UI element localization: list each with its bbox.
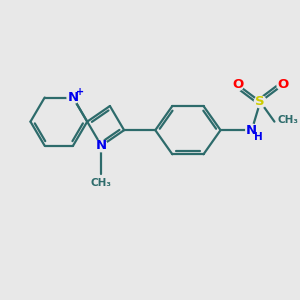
Text: +: +: [76, 87, 84, 97]
Text: H: H: [254, 132, 262, 142]
Text: N: N: [96, 139, 107, 152]
Circle shape: [95, 140, 107, 152]
Text: O: O: [277, 78, 289, 91]
Circle shape: [254, 96, 266, 108]
Text: CH₃: CH₃: [91, 178, 112, 188]
Circle shape: [232, 79, 244, 91]
Circle shape: [277, 79, 289, 91]
Circle shape: [67, 92, 79, 104]
Text: S: S: [255, 95, 265, 108]
Text: N: N: [246, 124, 257, 136]
Text: CH₃: CH₃: [278, 115, 299, 125]
Text: N: N: [68, 91, 79, 104]
Text: O: O: [232, 78, 243, 91]
Circle shape: [246, 124, 258, 136]
